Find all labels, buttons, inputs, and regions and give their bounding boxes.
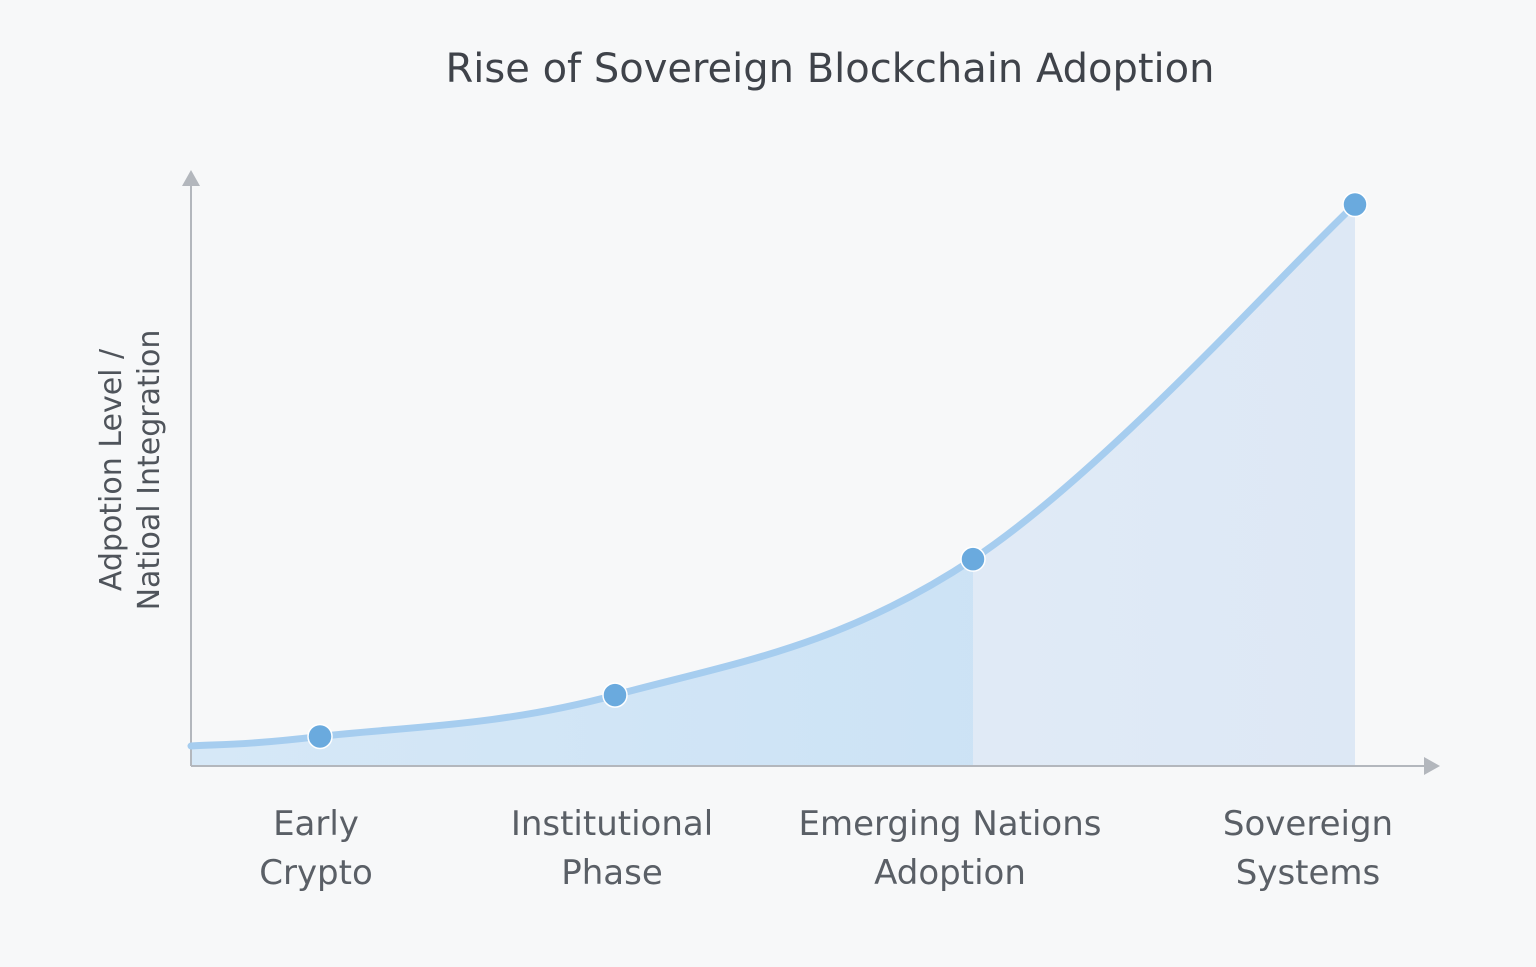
x-tick-label-4-line-2: Systems: [1236, 853, 1381, 893]
data-point-3[interactable]: [960, 546, 986, 572]
area-fill-right: [973, 204, 1355, 766]
area-layer: [191, 204, 1355, 766]
x-tick-label-2-line-2: Phase: [561, 853, 663, 893]
data-point-4[interactable]: [1342, 191, 1368, 218]
data-point-2[interactable]: [602, 682, 628, 708]
y-axis-label-line-1: Adpotion Level /: [94, 348, 129, 591]
x-tick-label-2-line-1: Institutional: [511, 804, 713, 844]
x-tick-label-1-line-1: Early: [273, 804, 359, 844]
y-axis-arrow-icon: [182, 170, 200, 186]
y-axis-label: Adpotion Level / Natioal Integration: [94, 330, 167, 611]
x-tick-label-4-line-1: Sovereign: [1223, 804, 1393, 844]
x-tick-label-3-line-1: Emerging Nations: [799, 804, 1102, 844]
x-tick-labels: Early Crypto Institutional Phase Emerging Na…: [259, 804, 1393, 893]
x-axis-arrow-icon: [1424, 757, 1440, 775]
chart-title: Rise of Sovereign Blockchain Adoption: [446, 46, 1215, 92]
point-layer: [307, 191, 1368, 750]
y-axis-label-line-2: Natioal Integration: [132, 330, 167, 611]
x-tick-label-1-line-2: Crypto: [259, 853, 373, 893]
axes: [182, 170, 1440, 775]
x-tick-label-3-line-2: Adoption: [874, 853, 1026, 893]
area-fill-left: [191, 559, 973, 766]
data-point-1[interactable]: [307, 723, 333, 750]
